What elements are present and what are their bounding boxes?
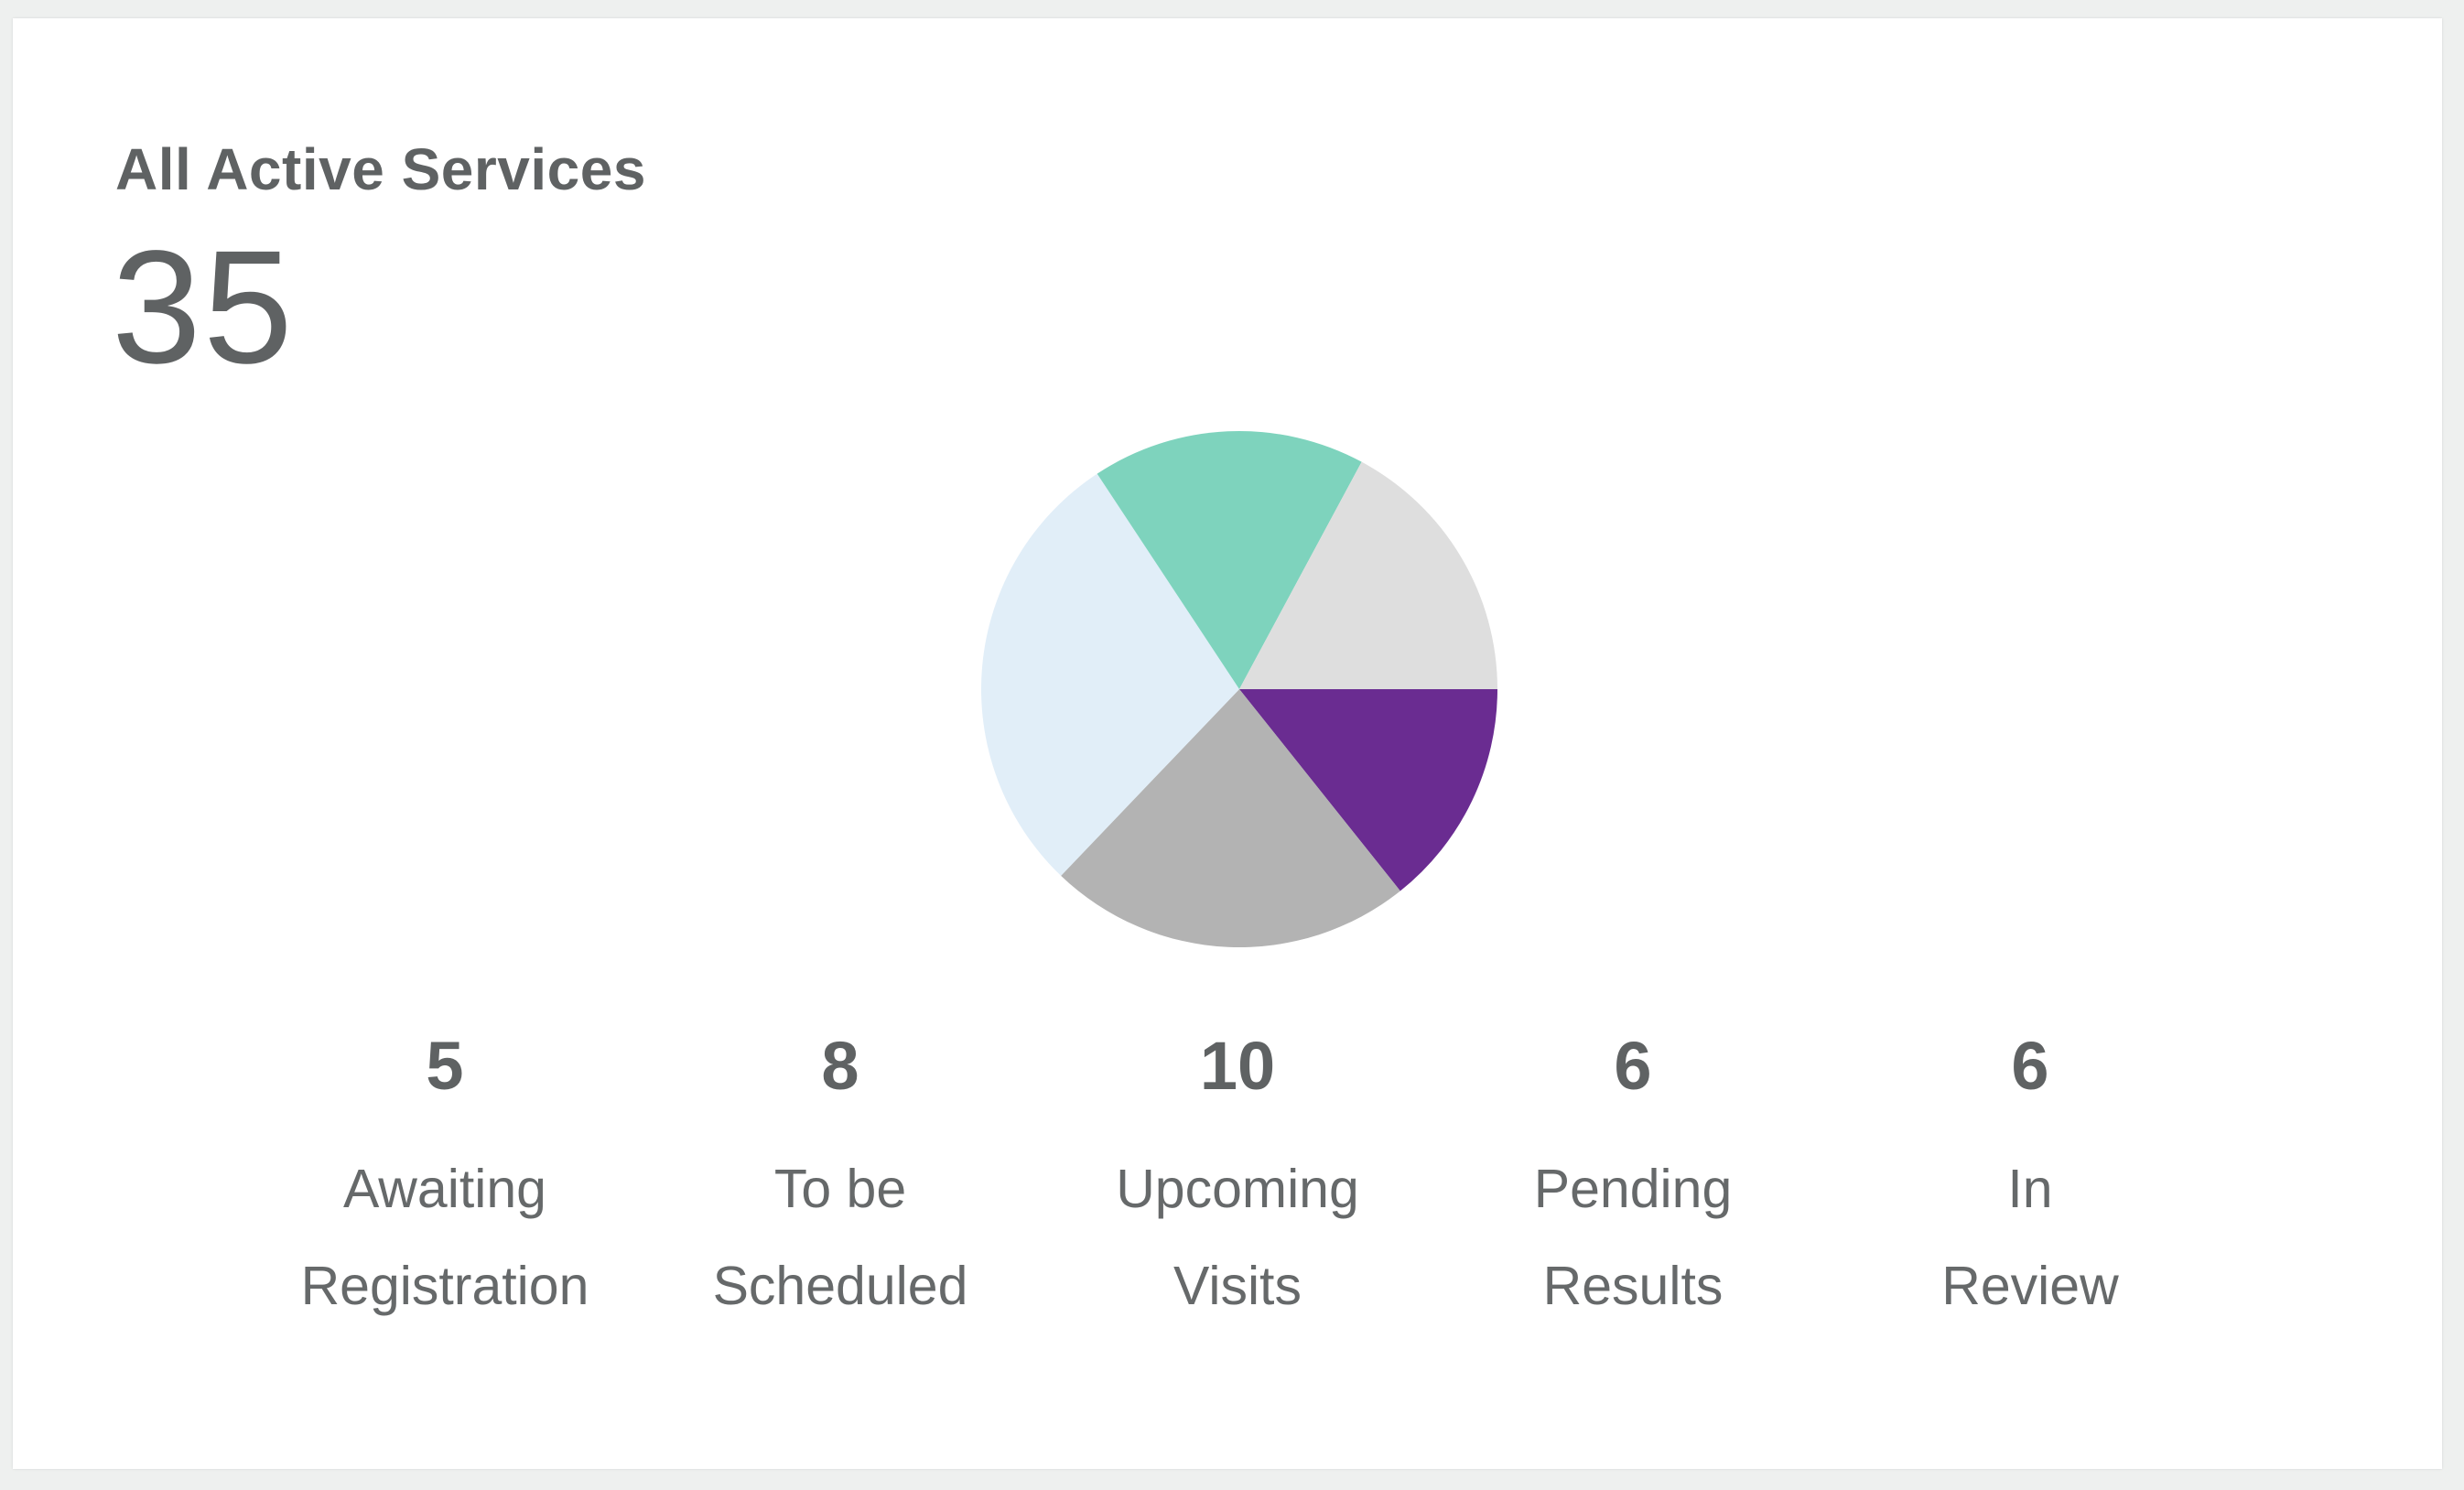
stat-pending-results[interactable]: 6 Pending Results [1441,1032,1825,1334]
stat-value: 5 [426,1028,464,1104]
stat-value: 6 [1614,1028,1652,1104]
pie-slice-awaiting-registration[interactable] [1239,689,1497,891]
stat-label-line: Results [1542,1256,1724,1316]
stat-label: Awaiting Registration [253,1140,637,1334]
stat-label-line: Pending [1533,1159,1733,1219]
stat-label-line: Visits [1173,1256,1302,1316]
stat-label-line: Scheduled [712,1256,968,1316]
stat-upcoming-visits[interactable]: 10 Upcoming Visits [1045,1032,1430,1334]
stat-label-line: Registration [300,1256,589,1316]
stat-label-line: Upcoming [1116,1159,1359,1219]
stat-value: 8 [821,1028,859,1104]
stat-label-line: In [2007,1159,2053,1219]
card-title: All Active Services [115,136,646,202]
stat-label-line: To be [773,1159,907,1219]
stat-value: 10 [1199,1028,1276,1104]
stat-label: Pending Results [1441,1140,1825,1334]
stat-to-be-scheduled[interactable]: 8 To be Scheduled [648,1032,1032,1334]
stat-label: To be Scheduled [648,1140,1032,1334]
pie-slice-pending-results[interactable] [1097,431,1362,689]
stat-value: 6 [2011,1028,2049,1104]
stat-label: In Review [1838,1140,2222,1334]
stat-in-review[interactable]: 6 In Review [1838,1032,2222,1334]
pie-slice-upcoming-visits[interactable] [981,473,1239,876]
services-pie-chart [981,431,1497,947]
active-services-card: All Active Services 35 5 Awaiting Regist… [13,18,2442,1469]
pie-slice-to-be-scheduled[interactable] [1061,689,1400,947]
pie-slice-in-review[interactable] [1239,461,1497,689]
stat-label: Upcoming Visits [1045,1140,1430,1334]
stat-awaiting-registration[interactable]: 5 Awaiting Registration [253,1032,637,1334]
stat-label-line: Awaiting [343,1159,546,1219]
stat-label-line: Review [1941,1256,2119,1316]
total-count: 35 [112,218,295,397]
